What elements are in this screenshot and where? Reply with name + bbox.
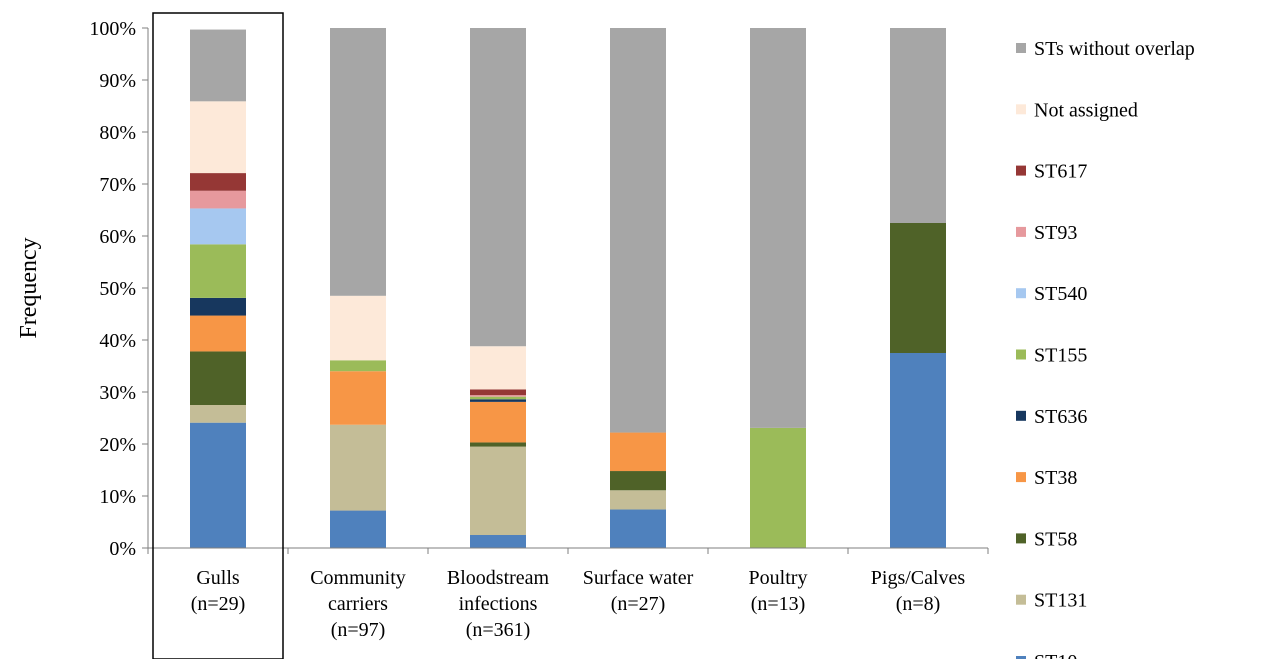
bar-segment-st131 [470, 446, 526, 535]
x-category-label: (n=97) [331, 619, 386, 641]
x-category-label: Pigs/Calves [871, 567, 966, 589]
y-tick-label: 80% [99, 122, 136, 144]
y-tick-label: 10% [99, 486, 136, 508]
legend-swatch [1016, 594, 1026, 605]
y-tick-label: 30% [99, 382, 136, 404]
y-tick-label: 100% [89, 18, 136, 40]
bar-segment-sts-without-overlap [190, 29, 246, 102]
y-axis-ticks: 0% 10% 20% 30% 40% 50% 60% 70% 80% 90% 100% [89, 18, 148, 560]
bar-segment-sts-without-overlap [470, 28, 526, 347]
bar-segment-st636 [190, 297, 246, 316]
legend-label: ST155 [1034, 345, 1087, 367]
bar-segment-st38 [610, 432, 666, 472]
bar-segment-st155 [750, 427, 806, 548]
legend-swatch [1016, 533, 1026, 544]
legend-label: ST636 [1034, 406, 1087, 428]
legend-swatch [1016, 472, 1026, 483]
bar-segment-st58 [610, 471, 666, 491]
bar-segment-sts-without-overlap [890, 28, 946, 223]
y-tick-label: 50% [99, 278, 136, 300]
bar-segment-st10 [190, 422, 246, 548]
y-tick-label: 0% [109, 538, 136, 560]
legend-label: ST10 [1034, 651, 1077, 659]
bar-segment-st617 [470, 389, 526, 396]
bar-segment-st58 [470, 442, 526, 447]
x-category-label: Surface water [583, 567, 694, 589]
bar-segment-st10 [470, 535, 526, 548]
legend-swatch [1016, 349, 1026, 360]
y-tick-label: 70% [99, 174, 136, 196]
y-tick-label: 90% [99, 70, 136, 92]
bar-segment-sts-without-overlap [750, 28, 806, 428]
bar-segment-not-assigned [190, 101, 246, 174]
x-axis-labels: Gulls (n=29) Community carriers (n=97) Bloods… [191, 567, 966, 641]
legend-swatch [1016, 104, 1026, 115]
x-category-label: (n=29) [191, 593, 246, 615]
legend-swatch [1016, 410, 1026, 421]
x-category-label: carriers [328, 593, 388, 615]
x-category-label: (n=8) [896, 593, 941, 615]
bar-segment-sts-without-overlap [610, 28, 666, 433]
y-tick-label: 20% [99, 434, 136, 456]
legend-swatch [1016, 165, 1026, 176]
legend-label: ST540 [1034, 283, 1087, 305]
bar-segment-st636 [470, 399, 526, 402]
y-tick-label: 60% [99, 226, 136, 248]
legend-label: STs without overlap [1034, 38, 1195, 60]
bar-segment-sts-without-overlap [330, 28, 386, 296]
bar-segment-st10 [890, 353, 946, 548]
legend-label: Not assigned [1034, 99, 1138, 121]
x-category-label: (n=361) [466, 619, 531, 641]
y-axis-title: Frequency [16, 237, 42, 338]
bar-segment-st93 [190, 190, 246, 209]
bar-segment-not-assigned [330, 295, 386, 361]
bar-segment-st38 [330, 371, 386, 425]
x-category-label: Poultry [749, 567, 808, 589]
bar-segment-st155 [470, 396, 526, 400]
legend-swatch [1016, 43, 1026, 53]
highlight-rectangle [152, 12, 284, 659]
bar-segment-st131 [190, 405, 246, 423]
bar-segment-st10 [610, 509, 666, 548]
legend-label: ST38 [1034, 467, 1077, 489]
bar-segment-st38 [190, 315, 246, 352]
x-category-label: Bloodstream [447, 567, 550, 589]
bar-segment-st10 [330, 510, 386, 548]
legend-label: ST58 [1034, 528, 1077, 550]
y-tick-label: 40% [99, 330, 136, 352]
bar-segment-st617 [190, 173, 246, 191]
x-category-label: Gulls [196, 567, 240, 589]
axes [147, 28, 989, 554]
legend-label: ST93 [1034, 222, 1077, 244]
legend-label: ST617 [1034, 161, 1087, 183]
bar-segment-st155 [330, 360, 386, 372]
legend-swatch [1016, 226, 1026, 237]
x-category-label: (n=27) [611, 593, 666, 615]
x-category-label: Community [310, 567, 406, 589]
bar-segment-st58 [190, 351, 246, 405]
x-category-label: (n=13) [751, 593, 806, 615]
bar-segment-st131 [330, 424, 386, 511]
legend: STs without overlap Not assigned ST617 ST93… [1016, 38, 1195, 659]
legend-swatch [1016, 288, 1026, 299]
bar-segment-st38 [470, 401, 526, 443]
bar-segment-st155 [190, 244, 246, 298]
highlight-box [152, 12, 284, 659]
legend-label: ST131 [1034, 590, 1087, 612]
bars [190, 28, 946, 548]
bar-segment-st58 [890, 223, 946, 353]
x-category-label: infections [459, 593, 538, 615]
bar-segment-st131 [610, 490, 666, 510]
bar-segment-not-assigned [470, 346, 526, 390]
bar-segment-st93 [470, 395, 526, 397]
bar-segment-st540 [190, 208, 246, 245]
legend-swatch [1016, 656, 1026, 659]
